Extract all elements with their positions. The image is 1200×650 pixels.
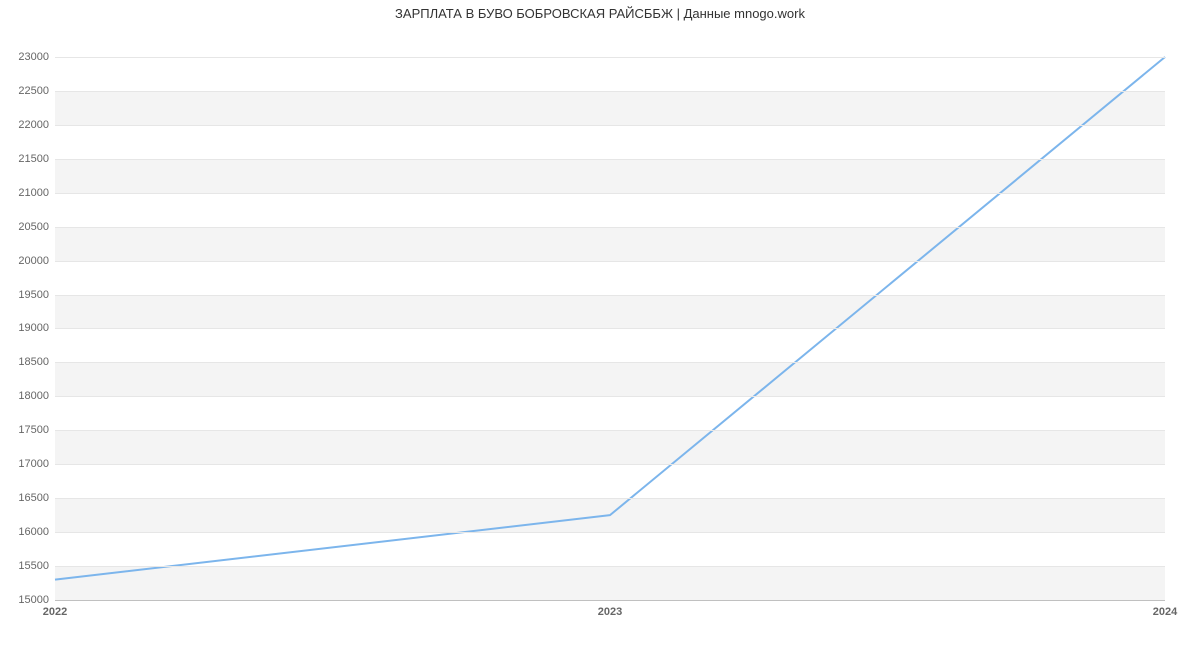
y-tick-label: 22500 bbox=[18, 85, 55, 97]
x-tick-label: 2022 bbox=[43, 600, 67, 618]
series-line bbox=[55, 57, 1165, 580]
y-gridline bbox=[55, 261, 1165, 262]
y-tick-label: 22000 bbox=[18, 119, 55, 131]
y-gridline bbox=[55, 295, 1165, 296]
y-tick-label: 23000 bbox=[18, 51, 55, 63]
y-tick-label: 16500 bbox=[18, 492, 55, 504]
y-gridline bbox=[55, 227, 1165, 228]
y-tick-label: 15500 bbox=[18, 560, 55, 572]
y-gridline bbox=[55, 91, 1165, 92]
chart-title: ЗАРПЛАТА В БУВО БОБРОВСКАЯ РАЙСББЖ | Дан… bbox=[0, 6, 1200, 21]
y-gridline bbox=[55, 193, 1165, 194]
chart-container: ЗАРПЛАТА В БУВО БОБРОВСКАЯ РАЙСББЖ | Дан… bbox=[0, 0, 1200, 650]
y-tick-label: 18500 bbox=[18, 356, 55, 368]
y-gridline bbox=[55, 57, 1165, 58]
y-tick-label: 21000 bbox=[18, 187, 55, 199]
y-tick-label: 21500 bbox=[18, 153, 55, 165]
y-gridline bbox=[55, 396, 1165, 397]
y-gridline bbox=[55, 498, 1165, 499]
y-gridline bbox=[55, 362, 1165, 363]
y-gridline bbox=[55, 464, 1165, 465]
y-tick-label: 20500 bbox=[18, 221, 55, 233]
y-tick-label: 16000 bbox=[18, 526, 55, 538]
x-tick-label: 2024 bbox=[1153, 600, 1177, 618]
y-tick-label: 19500 bbox=[18, 289, 55, 301]
y-tick-label: 17500 bbox=[18, 424, 55, 436]
y-gridline bbox=[55, 430, 1165, 431]
y-gridline bbox=[55, 159, 1165, 160]
x-axis-line bbox=[55, 600, 1165, 601]
x-tick-label: 2023 bbox=[598, 600, 622, 618]
y-gridline bbox=[55, 125, 1165, 126]
y-tick-label: 20000 bbox=[18, 255, 55, 267]
y-tick-label: 18000 bbox=[18, 390, 55, 402]
y-gridline bbox=[55, 566, 1165, 567]
y-tick-label: 17000 bbox=[18, 458, 55, 470]
y-tick-label: 19000 bbox=[18, 322, 55, 334]
y-gridline bbox=[55, 532, 1165, 533]
y-gridline bbox=[55, 328, 1165, 329]
plot-area: 1500015500160001650017000175001800018500… bbox=[55, 40, 1165, 600]
